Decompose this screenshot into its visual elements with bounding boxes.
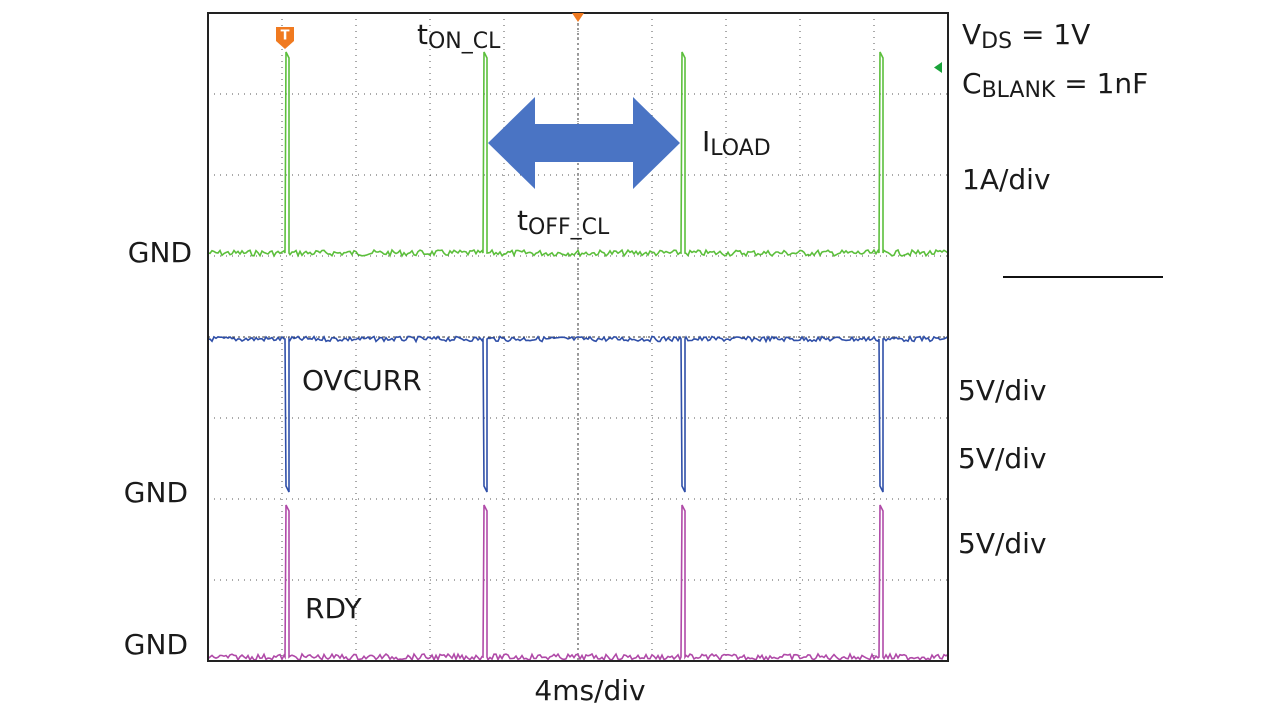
subscript: BLANK [982,78,1056,103]
iload-label: ILOAD [702,125,771,161]
cblank-label: CBLANK = 1nF [962,67,1148,103]
trigger-position [572,13,584,22]
subscript: LOAD [710,136,770,161]
voltage-scale: 5V/div [958,527,1047,560]
subscript: ON_CL [428,29,501,54]
symbol: V [962,18,981,51]
value: = 1nF [1055,67,1148,100]
subscript: OFF_CL [528,215,610,240]
ground-label: GND [124,476,188,509]
trigger-level [934,62,942,73]
ton-label: tON_CL [417,18,501,54]
waveform [207,334,949,493]
current-scale: 1A/div [962,163,1051,196]
vds-label: VDS = 1V [962,18,1090,54]
value: = 1V [1012,18,1090,51]
toff-label: tOFF_CL [517,204,610,240]
trigger-marker [276,27,294,49]
trace-label: RDY [305,592,362,625]
symbol: C [962,67,982,100]
symbol: t [417,18,428,51]
waveform [207,504,949,662]
voltage-scale: 5V/div [958,442,1047,475]
trigger-label: T [281,29,290,44]
trace-label: OVCURR [302,364,422,397]
ground-label: GND [128,236,192,269]
symbol: t [517,204,528,237]
ground-label: GND [124,628,188,661]
voltage-scale: 5V/div [958,374,1047,407]
double-arrow [488,97,680,189]
symbol: I [702,125,710,158]
waveform [207,51,949,258]
traces [207,51,949,662]
timebase-label: 4ms/div [534,674,645,707]
subscript: DS [981,29,1012,54]
